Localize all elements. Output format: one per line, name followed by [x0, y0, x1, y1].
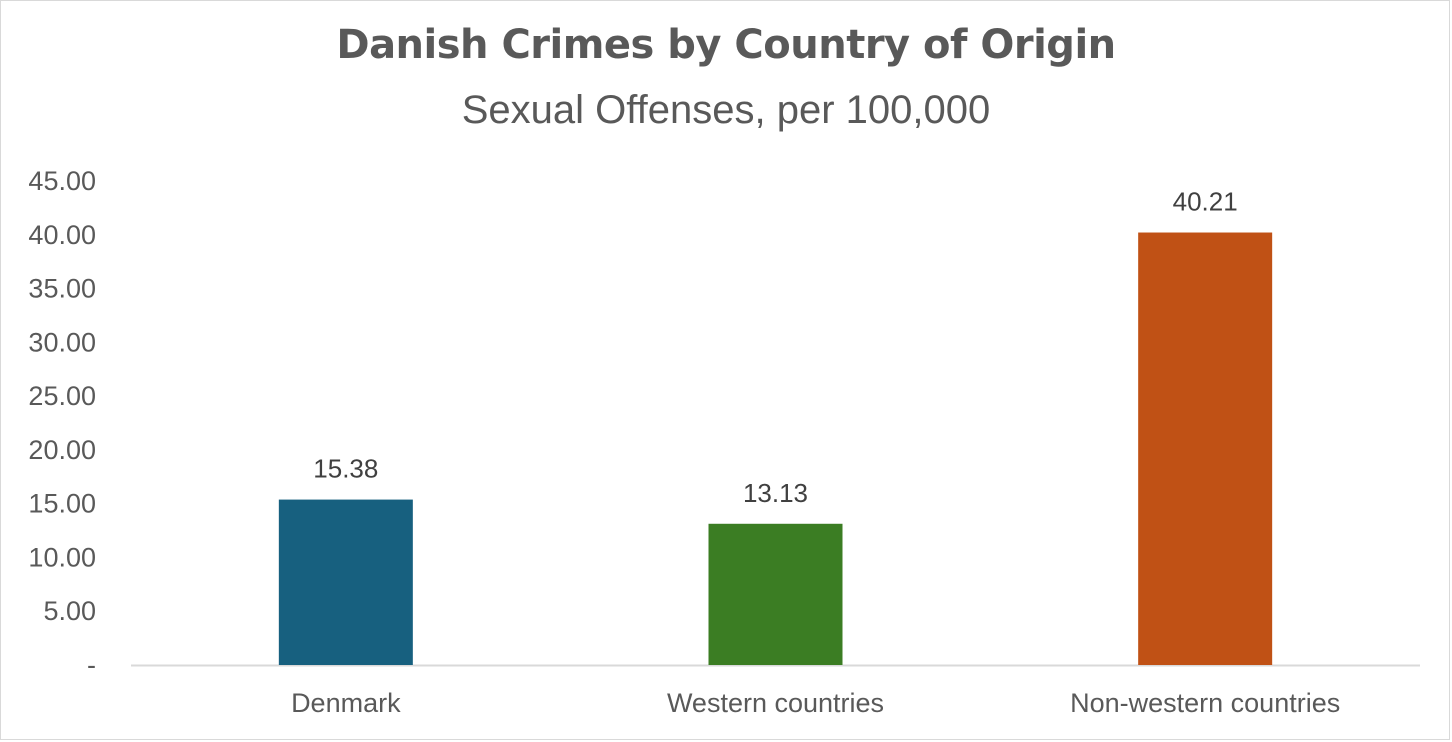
bar: [278, 499, 413, 665]
bar: [708, 523, 843, 665]
x-tick-label: Denmark: [291, 688, 401, 718]
y-tick-label: 40.00: [28, 220, 96, 250]
data-label: 13.13: [743, 478, 808, 508]
chart-subtitle: Sexual Offenses, per 100,000: [461, 88, 991, 132]
y-tick-label: -: [87, 650, 96, 680]
data-label: 15.38: [313, 454, 378, 484]
chart-title: Danish Crimes by Country of Origin: [336, 22, 1116, 68]
bar: [1138, 232, 1273, 665]
y-tick-label: 35.00: [28, 274, 96, 304]
y-tick-label: 45.00: [28, 166, 96, 196]
y-tick-label: 30.00: [28, 327, 96, 357]
x-tick-label: Western countries: [667, 688, 884, 718]
y-tick-label: 20.00: [28, 435, 96, 465]
data-label: 40.21: [1173, 187, 1238, 217]
y-tick-label: 5.00: [43, 596, 96, 626]
y-tick-label: 10.00: [28, 542, 96, 572]
y-tick-label: 15.00: [28, 489, 96, 519]
y-tick-label: 25.00: [28, 381, 96, 411]
x-tick-label: Non-western countries: [1070, 688, 1340, 718]
